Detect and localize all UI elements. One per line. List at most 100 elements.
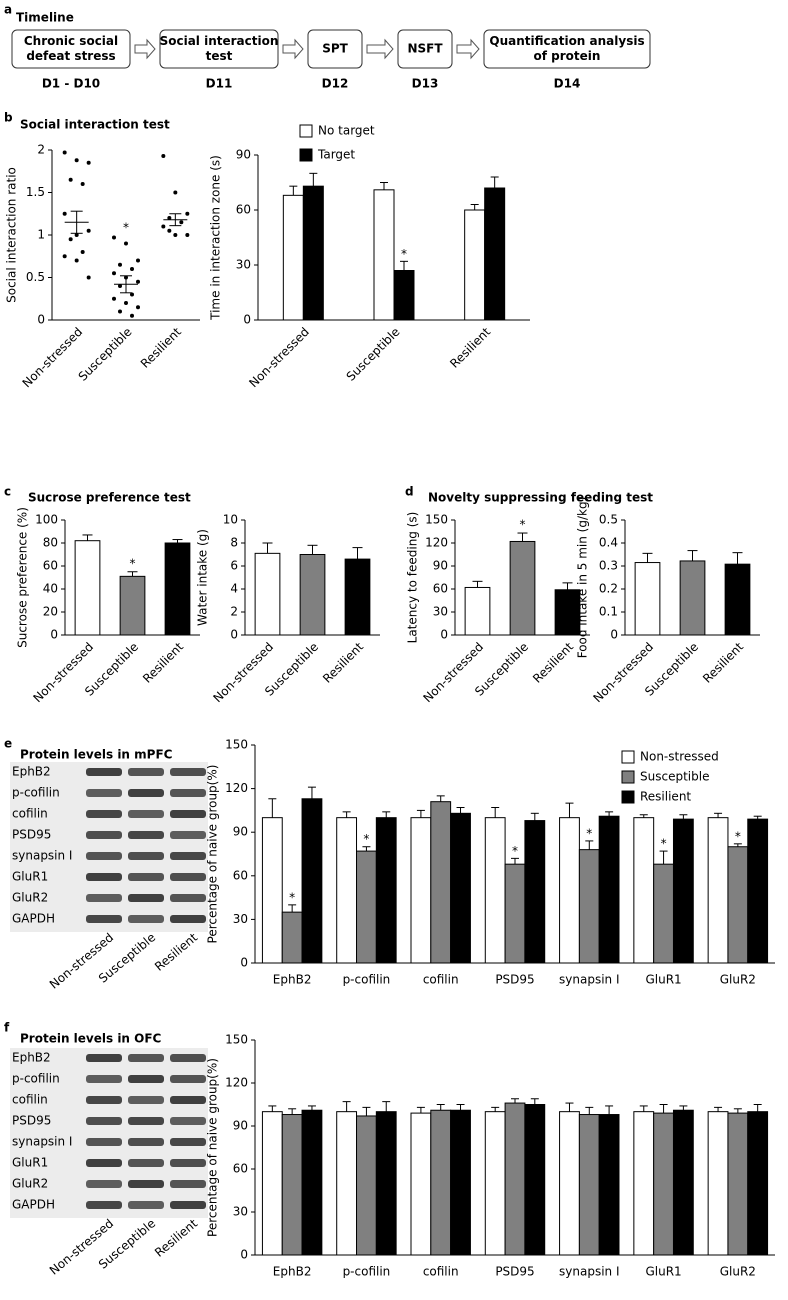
significance-mark: * (512, 844, 518, 858)
y-tick-label: 150 (225, 738, 248, 752)
y-tick-label: 120 (225, 781, 248, 795)
y-tick-label: 80 (43, 536, 58, 550)
bar (261, 817, 283, 964)
blot-band (86, 1054, 122, 1062)
chart-title: Sucrose preference test (28, 491, 191, 505)
blot-band (128, 1075, 164, 1083)
blot-protein-label: GluR2 (12, 1177, 48, 1191)
significance-mark: * (123, 220, 129, 234)
data-point (112, 235, 116, 240)
y-tick-label: 0.1 (599, 605, 618, 619)
blot-band (86, 789, 122, 797)
x-tick-label: PSD95 (495, 973, 534, 987)
bar (375, 817, 397, 964)
y-tick-label: 0 (50, 628, 58, 642)
bar (724, 563, 751, 636)
legend-swatch (621, 790, 635, 804)
x-tick-label: Resilient (447, 324, 493, 370)
x-tick-label: Susceptible (344, 325, 403, 384)
blot-band (170, 894, 206, 902)
timeline-step-label: Chronic social (24, 34, 118, 48)
timeline-box (11, 29, 131, 69)
bar (727, 1112, 749, 1256)
blot-band (128, 873, 164, 881)
x-tick-label: Resilient (140, 639, 186, 685)
blot-title: Protein levels in OFC (20, 1032, 162, 1046)
panel-letter: d (405, 485, 414, 499)
x-tick-label: GluR2 (720, 973, 756, 987)
blot-band (86, 873, 122, 881)
data-point (167, 228, 172, 233)
x-tick-label: GluR1 (645, 1265, 681, 1279)
significance-mark: * (401, 247, 407, 261)
bar (633, 817, 655, 964)
blot-band (86, 1138, 122, 1146)
y-tick-label: 0.3 (599, 559, 618, 573)
data-point (185, 233, 190, 237)
bar (578, 849, 600, 964)
panel-letter: b (4, 111, 13, 125)
bar (484, 187, 506, 321)
x-tick-label: Non-stressed (210, 640, 276, 706)
blot-protein-label: GluR1 (12, 1156, 48, 1170)
x-tick-label: PSD95 (495, 1265, 534, 1279)
timeline-box (483, 29, 651, 69)
blot-protein-label: PSD95 (12, 1114, 51, 1128)
data-point (161, 224, 166, 229)
bar (509, 540, 536, 636)
significance-mark: * (520, 518, 526, 532)
bar (484, 1111, 506, 1256)
y-tick-label: 0.5 (599, 513, 618, 527)
data-point (136, 258, 140, 263)
data-point (118, 284, 122, 288)
blot-band (86, 831, 122, 839)
data-point (130, 267, 134, 271)
timeline-arrow (134, 38, 156, 60)
blot-band (128, 810, 164, 818)
y-tick-label: 20 (43, 605, 58, 619)
chart-title: Social interaction test (20, 118, 170, 132)
data-point (124, 301, 128, 305)
legend-label: Non-stressed (640, 750, 719, 764)
bar (301, 1109, 323, 1256)
data-point (124, 241, 128, 246)
timeline-day: D14 (554, 77, 581, 91)
bar (281, 1114, 303, 1256)
bar (74, 540, 101, 636)
y-tick-label: 1 (37, 228, 45, 242)
blot-protein-label: GAPDH (12, 912, 55, 926)
bar (450, 1109, 471, 1256)
bar (282, 194, 304, 321)
significance-mark: * (661, 837, 667, 851)
blot-band (86, 1096, 122, 1104)
y-tick-label: 150 (225, 1033, 248, 1047)
bar (356, 1115, 377, 1256)
bar (578, 1114, 600, 1256)
bar (301, 798, 323, 964)
data-point (112, 271, 116, 276)
blot-band (86, 915, 122, 923)
data-point (179, 220, 184, 225)
bar (299, 554, 326, 636)
bar (302, 185, 324, 321)
x-tick-label: Non-stressed (20, 325, 86, 391)
blot-band (128, 1201, 164, 1209)
data-point (74, 233, 79, 237)
legend-swatch (621, 770, 635, 784)
bar (336, 1111, 358, 1256)
y-tick-label: 0.4 (599, 536, 618, 550)
y-tick-label: 0.5 (26, 270, 45, 284)
bar (119, 575, 146, 636)
bar (634, 562, 661, 636)
blot-band (128, 894, 164, 902)
x-tick-label: Non-stressed (30, 640, 96, 706)
y-tick-label: 100 (35, 513, 58, 527)
bar (375, 1111, 397, 1256)
data-point (112, 296, 116, 301)
bar (524, 820, 546, 964)
blot-band (86, 894, 122, 902)
x-tick-label: EphB2 (273, 973, 312, 987)
blot-band (86, 1201, 122, 1209)
bar (450, 812, 471, 964)
